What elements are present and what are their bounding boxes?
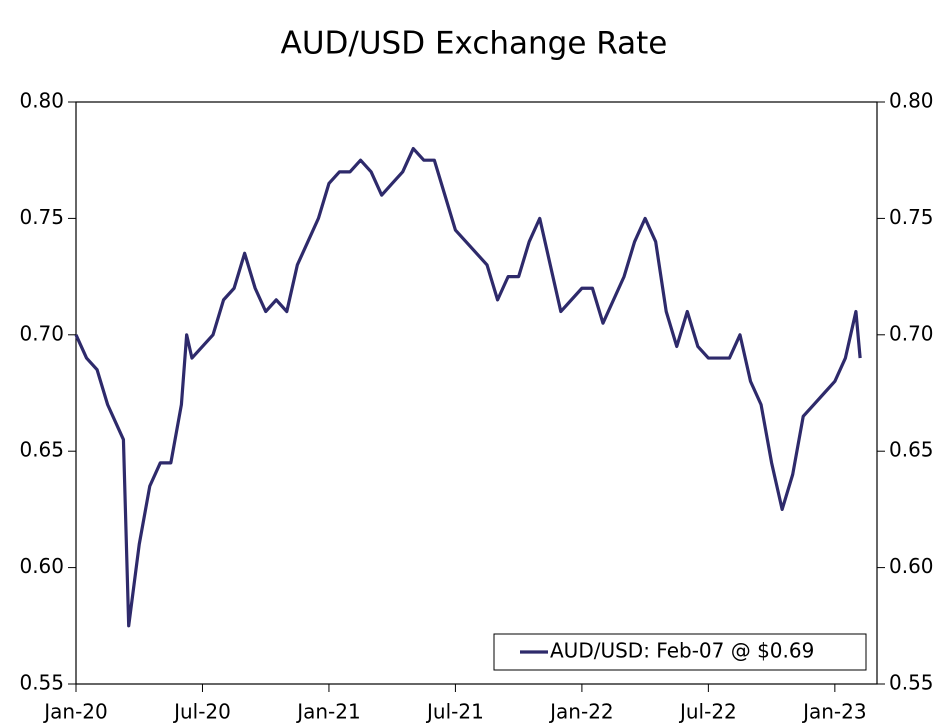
- x-tick-label: Jul-20: [172, 700, 231, 724]
- x-tick-label: Jan-23: [801, 700, 867, 724]
- y2-tick-label: 0.80: [889, 89, 934, 113]
- y-tick-label: 0.70: [19, 321, 64, 345]
- x-tick-label: Jul-22: [678, 700, 737, 724]
- data-line: [74, 146, 862, 628]
- x-tick-label: Jul-21: [425, 700, 484, 724]
- legend-label: AUD/USD: Feb-07 @ $0.69: [550, 639, 814, 663]
- y-tick-label: 0.55: [19, 671, 64, 695]
- y-tick-label: 0.80: [19, 89, 64, 113]
- y-tick-label: 0.75: [19, 205, 64, 229]
- x-tick-label: Jan-22: [548, 700, 614, 724]
- y2-tick-label: 0.55: [889, 671, 934, 695]
- y-tick-label: 0.60: [19, 554, 64, 578]
- y2-tick-label: 0.70: [889, 321, 934, 345]
- x-tick-label: Jan-20: [42, 700, 108, 724]
- legend-box: [493, 633, 867, 671]
- y2-tick-label: 0.65: [889, 438, 934, 462]
- chart-title: AUD/USD Exchange Rate: [281, 26, 668, 62]
- plot-frame: [75, 101, 878, 685]
- x-tick-label: Jan-21: [295, 700, 361, 724]
- y2-tick-label: 0.75: [889, 205, 934, 229]
- y2-tick-label: 0.60: [889, 554, 934, 578]
- y-tick-label: 0.65: [19, 438, 64, 462]
